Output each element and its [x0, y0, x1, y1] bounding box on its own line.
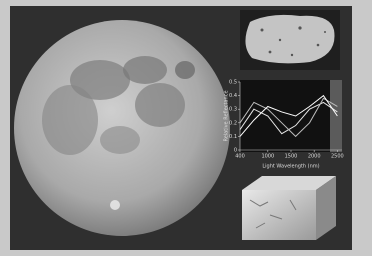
moon — [14, 20, 230, 236]
x-tick-label: 1000 — [261, 154, 274, 160]
x-tick-label: 2000 — [308, 154, 321, 160]
y-tick-label: 0.4 — [229, 93, 237, 99]
y-tick-label: 0.5 — [229, 80, 237, 86]
x-tick-label: 1500 — [285, 154, 298, 160]
regolith-block — [242, 176, 336, 240]
y-tick-label: 0.1 — [229, 134, 237, 140]
x-tick-label: 400 — [235, 154, 245, 160]
x-axis-label: Light Wavelength (nm) — [262, 164, 319, 170]
x-tick-label: 2500 — [331, 154, 344, 160]
y-tick-label: 0.2 — [229, 120, 237, 126]
rock-sample — [240, 10, 340, 70]
screenshot: Light Wavelength (nm) Relative Reflectan… — [0, 0, 372, 256]
y-tick-label: 0.3 — [229, 107, 237, 113]
